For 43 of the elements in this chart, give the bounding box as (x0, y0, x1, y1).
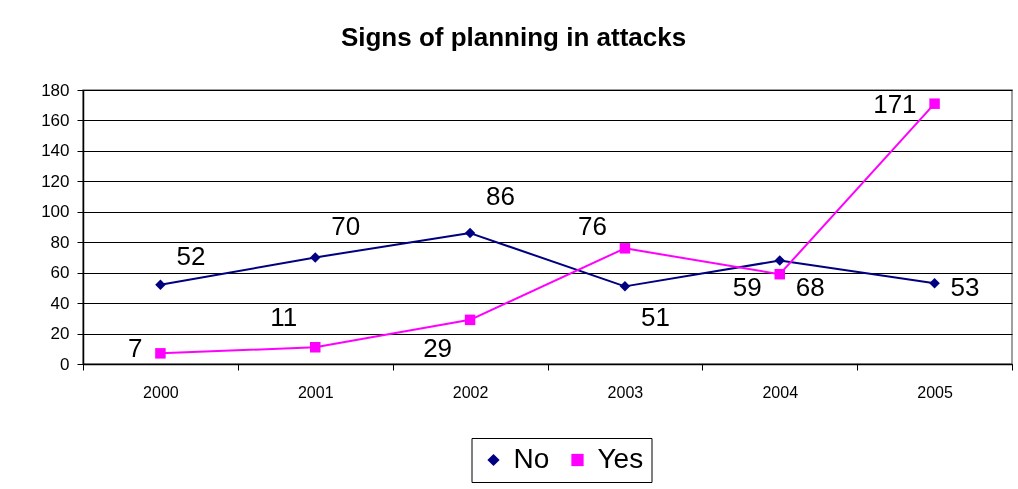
y-tick-label: 120 (41, 171, 70, 191)
legend-label: Yes (597, 443, 644, 474)
x-tick-label: 2001 (297, 383, 334, 401)
y-tick-label: 60 (50, 263, 70, 283)
point (310, 342, 321, 353)
point (929, 98, 940, 109)
data-label: 53 (950, 271, 980, 302)
x-tick-label: 2002 (452, 383, 489, 401)
point (929, 278, 940, 289)
data-label: 68 (795, 271, 825, 302)
x-tick-label: 2003 (607, 383, 644, 401)
point (774, 268, 785, 280)
data-label: 86 (486, 180, 516, 211)
x-tick-label: 2005 (917, 383, 953, 401)
data-label: 11 (270, 302, 298, 333)
point (619, 281, 631, 292)
data-label: 7 (127, 332, 143, 363)
point (310, 252, 321, 263)
y-tick-label: 180 (41, 80, 70, 100)
x-tick-label: 2000 (143, 383, 179, 401)
point (464, 227, 476, 239)
y-tick-label: 100 (41, 202, 70, 222)
data-label: 76 (577, 211, 607, 242)
y-tick-label: 40 (50, 293, 70, 313)
y-tick-label: 160 (41, 110, 70, 130)
point (774, 255, 785, 266)
data-label: 59 (732, 271, 762, 302)
data-label: 29 (423, 332, 453, 363)
y-tick-label: 140 (41, 141, 70, 161)
data-label: 70 (331, 211, 361, 242)
chart-title: Signs of planning in attacks (340, 22, 687, 52)
x-tick-label: 2004 (762, 383, 799, 401)
point (464, 314, 476, 326)
data-label: 51 (640, 302, 670, 333)
point (619, 243, 631, 254)
y-tick-label: 80 (50, 232, 70, 252)
point (155, 279, 166, 291)
data-label: 171 (873, 89, 917, 120)
y-tick-label: 20 (50, 324, 70, 344)
point (155, 348, 166, 359)
legend-label: No (513, 443, 550, 474)
data-label: 52 (176, 241, 206, 272)
y-tick-label: 0 (60, 354, 70, 374)
